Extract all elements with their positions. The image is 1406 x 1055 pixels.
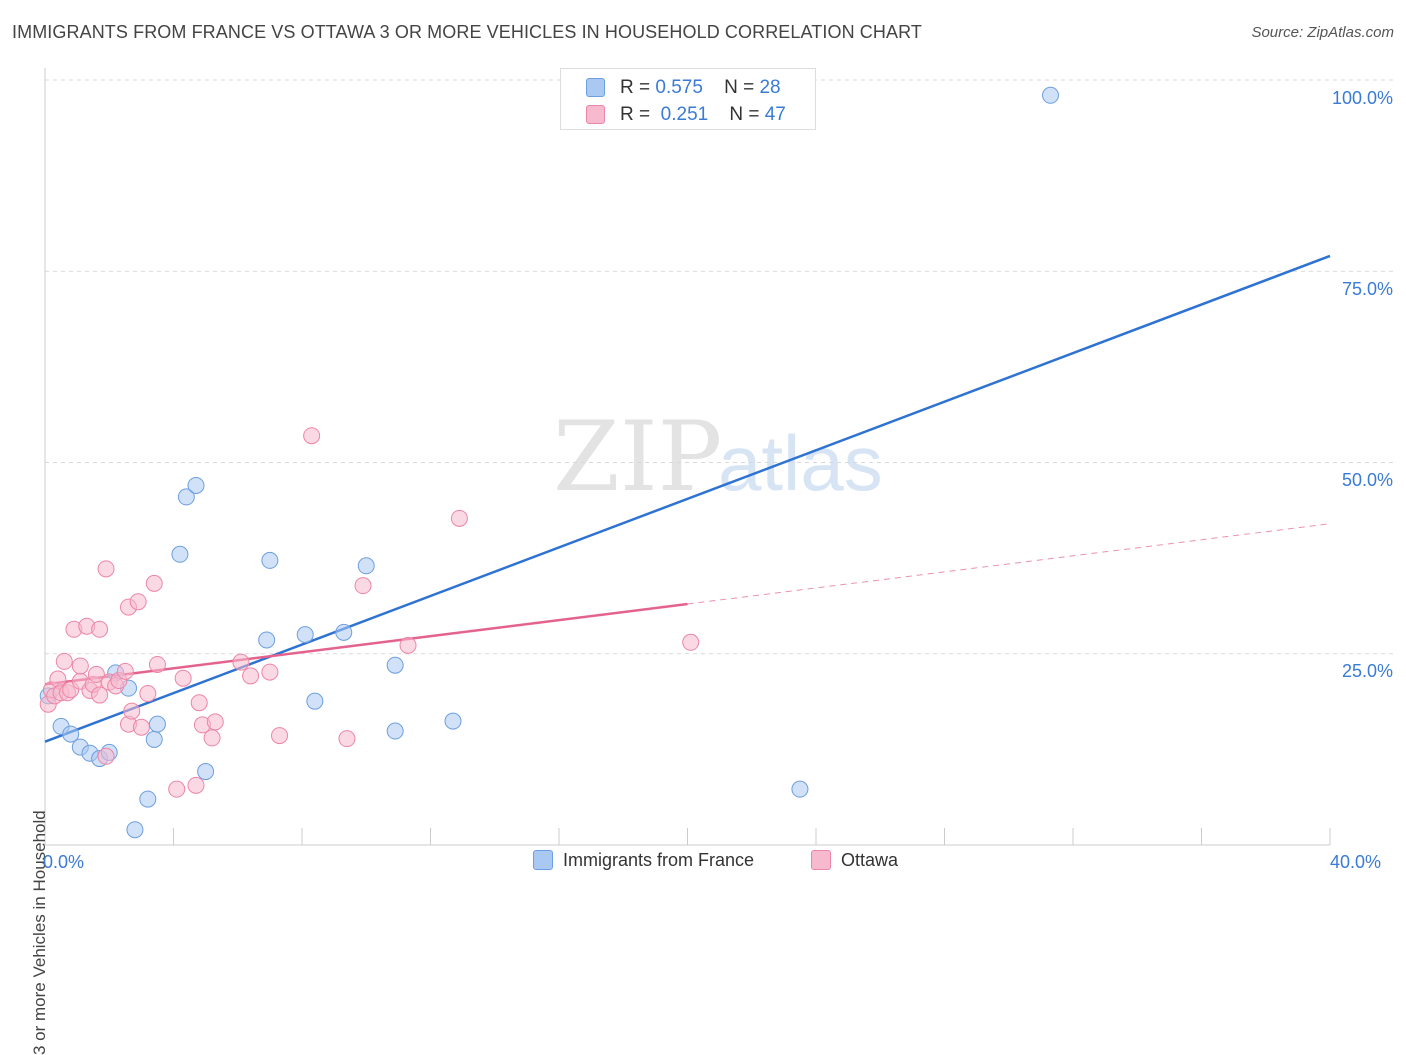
point-ottawa [450, 509, 468, 527]
point-france [296, 626, 314, 644]
point-ottawa [354, 577, 372, 595]
point-france [1042, 86, 1060, 104]
data-points [39, 86, 1060, 839]
r-label: R = [620, 77, 651, 98]
point-ottawa [97, 747, 115, 765]
point-france [791, 780, 809, 798]
point-france [62, 725, 80, 743]
point-france [386, 656, 404, 674]
correlation-legend: R = 0.575 N = 28 R = 0.251 N = 47 [560, 68, 816, 130]
point-ottawa [129, 593, 147, 611]
trend-line-ottawa [44, 602, 688, 686]
watermark-zip: ZIP [553, 401, 722, 513]
r-value-ottawa: 0.251 [660, 104, 709, 125]
point-france [357, 557, 375, 575]
point-ottawa [168, 780, 186, 798]
point-ottawa [49, 670, 67, 688]
point-france [126, 821, 144, 839]
point-france [261, 551, 279, 569]
n-label: N = [724, 77, 755, 98]
point-ottawa [232, 653, 250, 671]
watermark-atlas: atlas [718, 419, 883, 507]
legend-swatch-ottawa [811, 850, 831, 870]
point-ottawa [71, 657, 89, 675]
point-france [171, 545, 189, 563]
point-france [187, 476, 205, 494]
point-ottawa [399, 636, 417, 654]
point-ottawa [261, 663, 279, 681]
grid-lines [45, 79, 1395, 655]
point-ottawa [338, 730, 356, 748]
point-ottawa [242, 667, 260, 685]
point-ottawa [187, 776, 205, 794]
point-ottawa [682, 633, 700, 651]
y-tick-label-50: 50.0% [1341, 470, 1393, 490]
y-tick-label-100: 100.0% [1331, 88, 1393, 108]
point-ottawa [303, 427, 321, 445]
point-france [444, 712, 462, 730]
y-tick-label-25: 25.0% [1341, 661, 1393, 681]
point-ottawa [206, 713, 224, 731]
point-ottawa [139, 685, 157, 703]
axes [44, 68, 1331, 846]
n-label: N = [729, 104, 760, 125]
point-ottawa [132, 718, 150, 736]
n-value-france: 28 [759, 77, 781, 98]
x-tick-label-min: 0.0% [43, 852, 85, 872]
point-france [177, 488, 195, 506]
legend-swatch-ottawa [586, 105, 605, 124]
point-ottawa [190, 694, 208, 712]
y-tick-label-75: 75.0% [1341, 279, 1393, 299]
point-ottawa [55, 652, 73, 670]
point-ottawa [91, 686, 109, 704]
point-france [139, 790, 157, 808]
point-france [258, 631, 276, 649]
point-ottawa [271, 727, 289, 745]
r-value-france: 0.575 [655, 77, 703, 98]
chart-source: Source: ZipAtlas.com [1251, 24, 1394, 41]
legend-label-france: Immigrants from France [563, 850, 755, 870]
legend-item-france[interactable]: Immigrants from France [533, 850, 754, 871]
point-france [145, 730, 163, 748]
point-ottawa [145, 574, 163, 592]
legend-swatch-france [533, 850, 553, 870]
x-tick-label-max: 40.0% [1330, 852, 1382, 872]
point-ottawa [203, 729, 221, 747]
point-france [306, 692, 324, 710]
trend-line-france [44, 254, 1331, 743]
r-label: R = [620, 104, 651, 125]
trend-line-extension-ottawa [687, 523, 1331, 605]
point-france [335, 623, 353, 641]
chart-title: IMMIGRANTS FROM FRANCE VS OTTAWA 3 OR MO… [12, 22, 922, 42]
point-ottawa [174, 669, 192, 687]
legend-item-ottawa[interactable]: Ottawa [811, 850, 898, 871]
point-ottawa [148, 655, 166, 673]
legend-swatch-france [586, 78, 605, 97]
point-france [386, 722, 404, 740]
n-value-ottawa: 47 [764, 104, 786, 125]
y-axis-label: 3 or more Vehicles in Household [30, 810, 49, 1055]
point-ottawa [116, 662, 134, 680]
legend-label-ottawa: Ottawa [841, 850, 899, 870]
point-ottawa [87, 665, 105, 683]
point-ottawa [91, 620, 109, 638]
point-ottawa [97, 560, 115, 578]
point-france [148, 715, 166, 733]
point-france [197, 763, 215, 781]
point-ottawa [123, 702, 141, 720]
